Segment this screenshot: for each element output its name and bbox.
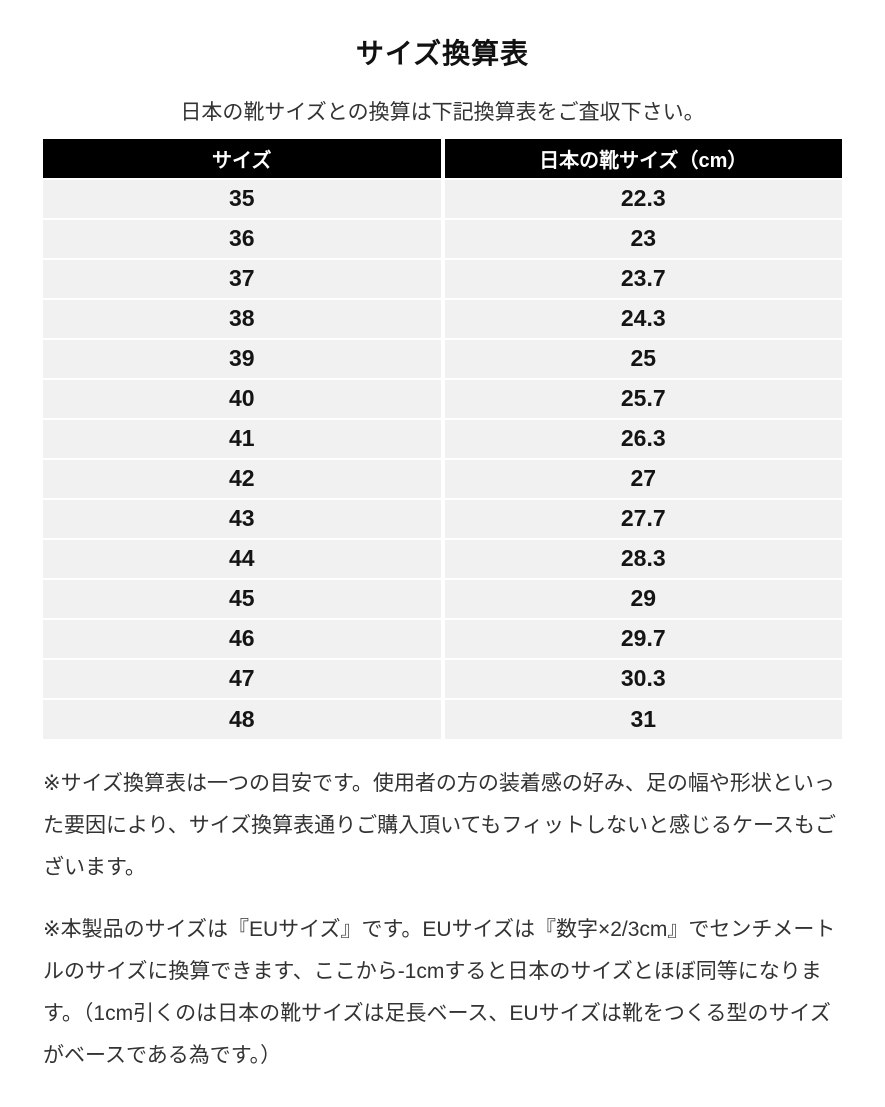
size-cell: 47 bbox=[43, 658, 443, 699]
size-cell: 40 bbox=[43, 378, 443, 419]
cm-cell: 23 bbox=[442, 218, 842, 259]
table-row: 37 23.7 bbox=[43, 258, 842, 299]
table-header-row: サイズ 日本の靴サイズ（cm） bbox=[43, 139, 842, 179]
table-row: 48 31 bbox=[43, 698, 842, 739]
size-cell: 46 bbox=[43, 618, 443, 659]
size-cell: 35 bbox=[43, 178, 443, 219]
cm-cell: 27.7 bbox=[442, 498, 842, 539]
size-cell: 38 bbox=[43, 298, 443, 339]
table-row: 36 23 bbox=[43, 218, 842, 259]
size-cell: 44 bbox=[43, 538, 443, 579]
table-row: 44 28.3 bbox=[43, 538, 842, 579]
column-header-japan-cm: 日本の靴サイズ（cm） bbox=[442, 139, 842, 179]
table-row: 45 29 bbox=[43, 578, 842, 619]
note-eu-size-explanation: ※本製品のサイズは『EUサイズ』です。EUサイズは『数字×2/3cm』でセンチメ… bbox=[43, 917, 836, 1067]
cm-cell: 30.3 bbox=[442, 658, 842, 699]
cm-cell: 25.7 bbox=[442, 378, 842, 419]
size-conversion-table: サイズ 日本の靴サイズ（cm） 35 22.3 36 23 37 23.7 38… bbox=[43, 139, 842, 739]
size-cell: 39 bbox=[43, 338, 443, 379]
cm-cell: 31 bbox=[442, 698, 842, 739]
page-subtitle: 日本の靴サイズとの換算は下記換算表をご査収下さい。 bbox=[180, 101, 705, 124]
cm-cell: 28.3 bbox=[442, 538, 842, 579]
cm-cell: 29.7 bbox=[442, 618, 842, 659]
page-title: サイズ換算表 bbox=[355, 38, 530, 69]
table-row: 43 27.7 bbox=[43, 498, 842, 539]
size-cell: 37 bbox=[43, 258, 443, 299]
size-cell: 43 bbox=[43, 498, 443, 539]
cm-cell: 29 bbox=[442, 578, 842, 619]
size-cell: 36 bbox=[43, 218, 443, 259]
cm-cell: 27 bbox=[442, 458, 842, 499]
notes-section: ※サイズ換算表は一つの目安です。使用者の方の装着感の好み、足の幅や形状といった要… bbox=[43, 763, 842, 1077]
table-row: 39 25 bbox=[43, 338, 842, 379]
table-row: 46 29.7 bbox=[43, 618, 842, 659]
table-row: 41 26.3 bbox=[43, 418, 842, 459]
cm-cell: 25 bbox=[442, 338, 842, 379]
table-body: 35 22.3 36 23 37 23.7 38 24.3 39 25 40 2… bbox=[43, 178, 842, 739]
table-row: 38 24.3 bbox=[43, 298, 842, 339]
size-cell: 45 bbox=[43, 578, 443, 619]
note-fit-disclaimer: ※サイズ換算表は一つの目安です。使用者の方の装着感の好み、足の幅や形状といった要… bbox=[43, 771, 836, 879]
cm-cell: 24.3 bbox=[442, 298, 842, 339]
cm-cell: 26.3 bbox=[442, 418, 842, 459]
table-row: 47 30.3 bbox=[43, 658, 842, 699]
table-header: サイズ 日本の靴サイズ（cm） bbox=[43, 139, 842, 179]
size-cell: 42 bbox=[43, 458, 443, 499]
column-header-size: サイズ bbox=[43, 139, 443, 179]
table-row: 42 27 bbox=[43, 458, 842, 499]
size-cell: 41 bbox=[43, 418, 443, 459]
size-cell: 48 bbox=[43, 698, 443, 739]
table-row: 40 25.7 bbox=[43, 378, 842, 419]
table-row: 35 22.3 bbox=[43, 178, 842, 219]
cm-cell: 23.7 bbox=[442, 258, 842, 299]
cm-cell: 22.3 bbox=[442, 178, 842, 219]
